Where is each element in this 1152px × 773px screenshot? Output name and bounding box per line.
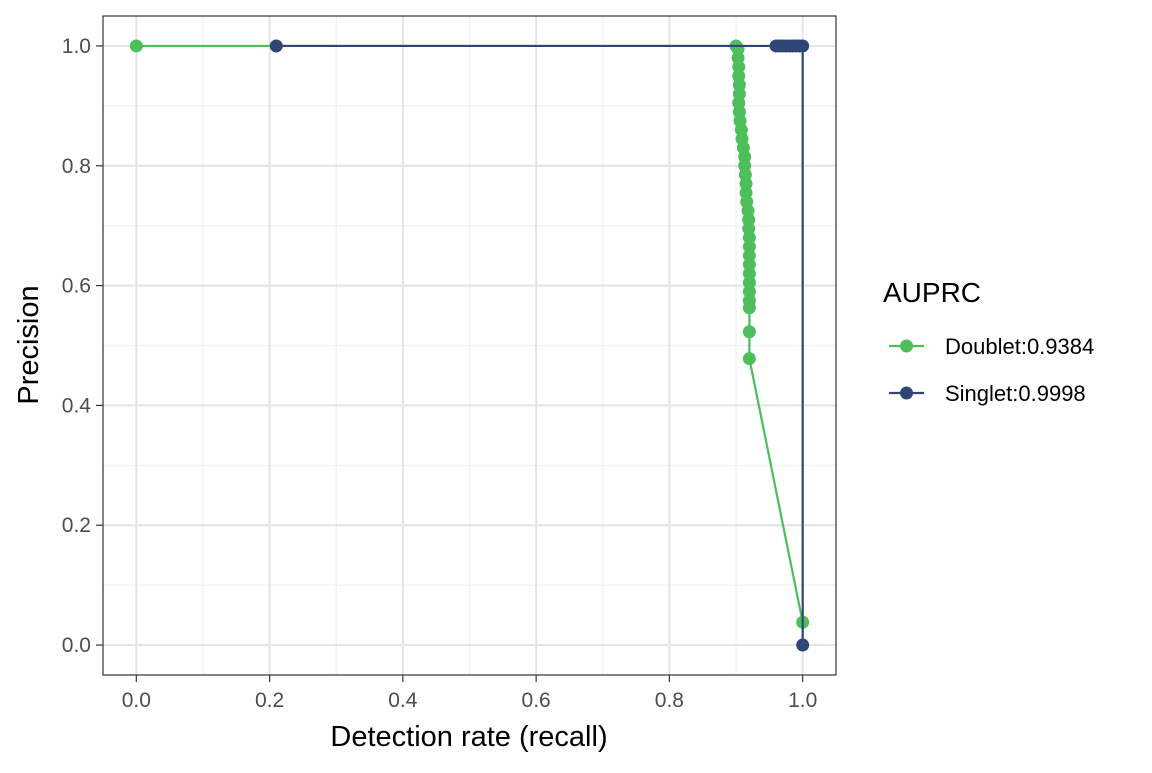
y-tick-label: 0.4	[62, 394, 92, 417]
x-axis: 0.0 0.2 0.4 0.6 0.8 1.0	[122, 675, 817, 712]
x-tick-label: 0.4	[388, 689, 418, 712]
legend-item: Singlet:0.9998	[889, 381, 1086, 406]
series-point	[739, 177, 753, 191]
series-point	[742, 213, 756, 227]
series-point	[732, 78, 746, 92]
legend-key-point	[900, 386, 913, 400]
series-point	[742, 301, 756, 315]
x-tick-label: 0.0	[122, 689, 151, 712]
series-point	[129, 39, 143, 53]
series-point	[796, 638, 810, 652]
series-group	[269, 39, 810, 652]
x-tick-label: 1.0	[788, 689, 817, 712]
legend-label: Singlet:0.9998	[945, 381, 1086, 406]
series-point	[732, 60, 746, 74]
panel-border	[102, 15, 837, 676]
series-point	[738, 150, 752, 164]
series-point	[742, 352, 756, 366]
legend-item: Doublet:0.9384	[889, 334, 1094, 359]
series-point	[796, 39, 810, 53]
series-point	[269, 39, 283, 53]
y-axis: 0.0 0.2 0.4 0.6 0.8 1.0	[62, 35, 103, 657]
x-tick-label: 0.2	[255, 689, 284, 712]
series-point	[742, 258, 756, 272]
x-tick-label: 0.8	[655, 689, 684, 712]
y-tick-label: 0.6	[62, 275, 91, 298]
series-point	[742, 325, 756, 339]
legend-title: AUPRC	[883, 277, 981, 308]
series-point	[742, 276, 756, 290]
series-point	[742, 240, 756, 254]
y-tick-label: 0.2	[62, 514, 91, 537]
series-point	[742, 231, 756, 245]
series-point	[742, 267, 756, 281]
y-tick-label: 0.0	[62, 634, 91, 657]
legend: AUPRC Doublet:0.9384 Singlet:0.9998	[883, 277, 1094, 406]
y-tick-label: 1.0	[62, 35, 91, 58]
series-group	[129, 39, 810, 629]
grid-minor	[103, 16, 836, 675]
series-layer	[129, 39, 810, 652]
y-axis-label: Precision	[13, 285, 45, 404]
y-tick-label: 0.8	[62, 155, 91, 178]
series-point	[742, 249, 756, 263]
x-tick-label: 0.6	[522, 689, 551, 712]
legend-key-point	[900, 339, 913, 353]
series-point	[742, 285, 756, 299]
x-axis-label: Detection rate (recall)	[330, 721, 607, 753]
legend-items: Doublet:0.9384 Singlet:0.9998	[889, 334, 1094, 406]
legend-label: Doublet:0.9384	[945, 334, 1094, 359]
